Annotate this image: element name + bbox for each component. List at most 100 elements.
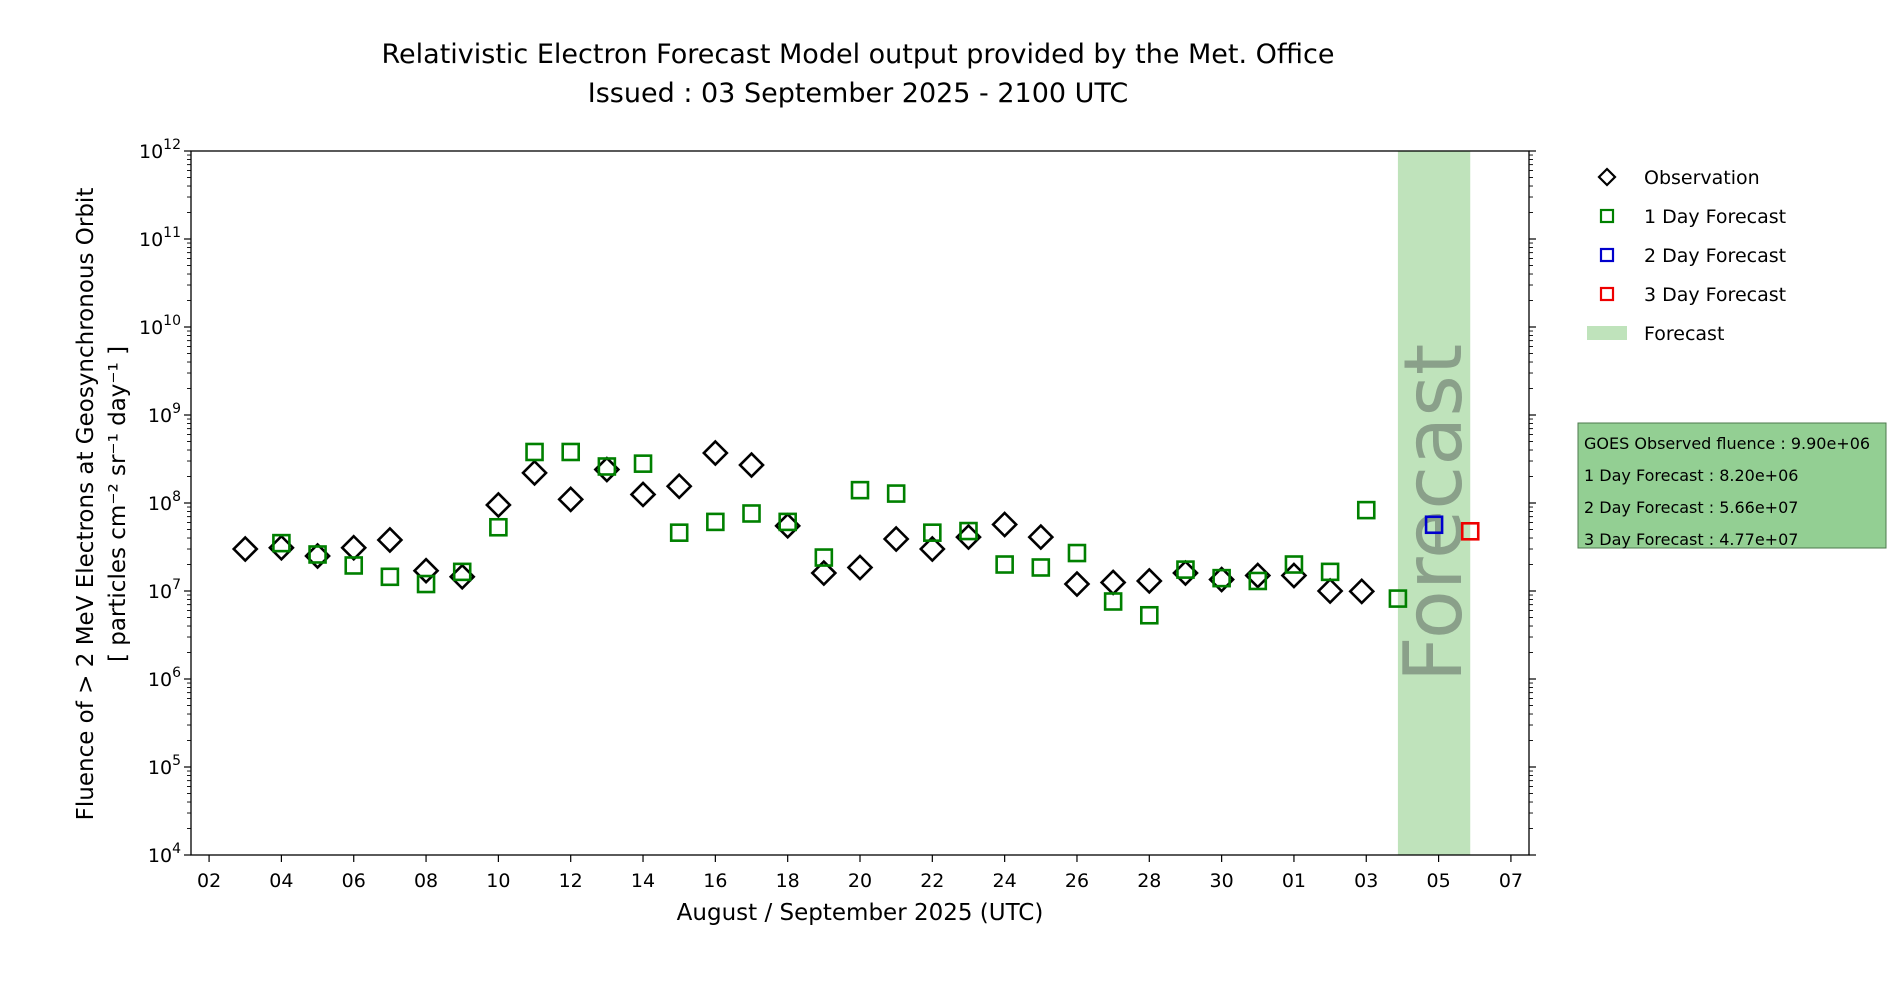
1-day-forecast-point bbox=[416, 574, 436, 594]
legend-observation-marker bbox=[1597, 167, 1617, 187]
1-day-forecast-point bbox=[1103, 592, 1123, 611]
1-day-forecast-point bbox=[525, 442, 544, 462]
legend-1-day-forecast-marker bbox=[1599, 208, 1615, 224]
legend: Observation 1 Day Forecast 2 Day Forecast 3… bbox=[1587, 167, 1786, 345]
1-day-forecast-point bbox=[1176, 560, 1195, 579]
x-tick-label: 26 bbox=[1065, 870, 1089, 892]
legend-forecast-patch bbox=[1587, 326, 1627, 340]
x-tick-label: 24 bbox=[993, 870, 1017, 892]
observation-point bbox=[991, 511, 1018, 538]
y-tick-label: 1011 bbox=[139, 225, 181, 251]
x-tick-label: 10 bbox=[486, 870, 510, 892]
x-tick-label: 05 bbox=[1427, 870, 1451, 892]
plot-area-frame bbox=[190, 150, 1530, 856]
x-tick-label: 30 bbox=[1210, 870, 1234, 892]
x-axis-label: August / September 2025 (UTC) bbox=[677, 900, 1044, 926]
legend-3-day-forecast-marker bbox=[1599, 286, 1615, 302]
chart-subtitle: Issued : 03 September 2025 - 2100 UTC bbox=[588, 78, 1128, 109]
x-tick-label: 01 bbox=[1282, 870, 1306, 892]
y-tick-label: 106 bbox=[148, 665, 181, 691]
observation-point bbox=[1063, 570, 1091, 598]
1-day-forecast-point bbox=[1031, 558, 1051, 577]
2-day-forecast-point bbox=[1424, 515, 1444, 535]
1-day-forecast-point bbox=[1320, 562, 1340, 582]
legend-3-day-forecast-label: 3 Day Forecast bbox=[1644, 284, 1786, 306]
observation-point bbox=[738, 451, 765, 479]
y-tick-label: 109 bbox=[148, 401, 181, 427]
1-day-forecast-point bbox=[1284, 555, 1304, 574]
y-axis-label-line2: [ particles cm⁻² sr⁻¹ day⁻¹ ] bbox=[105, 346, 131, 662]
info-box-line: 3 Day Forecast : 4.77e+07 bbox=[1584, 530, 1798, 549]
x-tick-label: 04 bbox=[269, 870, 293, 892]
1-day-forecast-point bbox=[886, 484, 906, 503]
x-tick-label: 28 bbox=[1137, 870, 1161, 892]
y-tick-label: 107 bbox=[148, 577, 181, 603]
observation-point bbox=[521, 459, 548, 487]
x-tick-label: 22 bbox=[920, 870, 944, 892]
observation-point bbox=[412, 557, 440, 585]
1-day-forecast-point bbox=[308, 545, 327, 564]
1-day-forecast-point bbox=[814, 548, 834, 567]
x-tick-label: 08 bbox=[414, 870, 438, 892]
x-tick-label: 02 bbox=[197, 870, 221, 892]
1-day-forecast-point bbox=[1212, 568, 1231, 588]
observation-point bbox=[1316, 577, 1344, 605]
y-tick-label: 105 bbox=[148, 753, 181, 779]
legend-1-day-forecast-label: 1 Day Forecast bbox=[1644, 206, 1786, 228]
forecast-band-label: Forecast bbox=[1387, 344, 1480, 683]
observation-point bbox=[882, 525, 910, 553]
observation-point bbox=[1099, 569, 1127, 596]
1-day-forecast-point bbox=[1356, 500, 1376, 520]
observation-point bbox=[485, 491, 512, 519]
observation-point bbox=[376, 526, 404, 554]
observation-point bbox=[1348, 578, 1376, 605]
observation-point bbox=[340, 534, 368, 562]
1-day-forecast-point bbox=[597, 457, 617, 476]
observation-point bbox=[810, 559, 838, 587]
observation-point bbox=[1135, 567, 1163, 595]
info-box-line: 1 Day Forecast : 8.20e+06 bbox=[1584, 466, 1798, 485]
x-tick-label: 14 bbox=[631, 870, 655, 892]
1-day-forecast-point bbox=[272, 533, 291, 553]
x-tick-label: 18 bbox=[776, 870, 800, 892]
y-tick-label: 108 bbox=[148, 489, 181, 515]
1-day-forecast-point bbox=[923, 523, 942, 542]
info-box: GOES Observed fluence : 9.90e+06 1 Day Fo… bbox=[1577, 422, 1887, 549]
chart-title: Relativistic Electron Forecast Model out… bbox=[382, 39, 1335, 70]
1-day-forecast-point bbox=[1139, 605, 1159, 625]
x-tick-label: 06 bbox=[342, 870, 366, 892]
1-day-forecast-point bbox=[669, 523, 689, 542]
1-day-forecast-point bbox=[380, 567, 400, 587]
observation-point bbox=[557, 486, 585, 513]
legend-observation-label: Observation bbox=[1644, 167, 1760, 189]
observation-point bbox=[702, 439, 729, 467]
1-day-forecast-point bbox=[1067, 543, 1087, 563]
observation-point bbox=[846, 554, 874, 581]
observation-point bbox=[1027, 523, 1055, 551]
observation-point bbox=[231, 535, 259, 563]
y-axis-label-line1: Fluence of > 2 MeV Electrons at Geosynch… bbox=[73, 188, 99, 821]
1-day-forecast-point bbox=[959, 521, 978, 541]
observation-point bbox=[918, 535, 946, 563]
3-day-forecast-point bbox=[1460, 521, 1480, 541]
x-tick-label: 16 bbox=[703, 870, 727, 892]
1-day-forecast-point bbox=[452, 562, 472, 582]
info-box-background bbox=[1577, 422, 1887, 549]
y-tick-label: 104 bbox=[148, 841, 181, 867]
1-day-forecast-point bbox=[742, 504, 761, 523]
x-tick-label: 20 bbox=[848, 870, 872, 892]
observation-point bbox=[665, 472, 693, 500]
info-box-line: 2 Day Forecast : 5.66e+07 bbox=[1584, 498, 1798, 517]
y-tick-label: 1012 bbox=[139, 137, 181, 163]
y-tick-label: 1010 bbox=[139, 313, 181, 339]
x-tick-label: 12 bbox=[559, 870, 583, 892]
1-day-forecast-point bbox=[850, 480, 870, 500]
1-day-forecast-point bbox=[633, 454, 653, 473]
1-day-forecast-point bbox=[995, 555, 1014, 574]
1-day-forecast-point bbox=[489, 517, 508, 537]
1-day-forecast-point bbox=[1248, 571, 1268, 591]
legend-forecast-label: Forecast bbox=[1644, 323, 1724, 345]
legend-2-day-forecast-marker bbox=[1599, 247, 1615, 263]
x-tick-label: 03 bbox=[1354, 870, 1378, 892]
